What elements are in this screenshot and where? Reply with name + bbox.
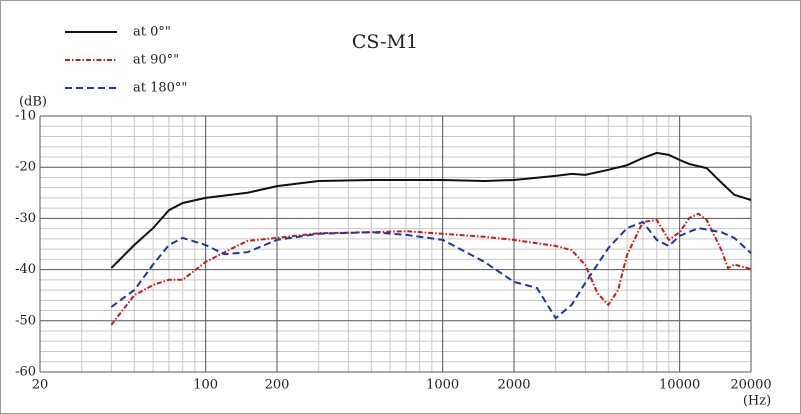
series-line [110, 220, 752, 320]
x-tick-label: 20 [32, 378, 49, 393]
y-tick-label: -10 [15, 109, 36, 124]
legend-label: at 0°" [133, 25, 171, 40]
y-tick-label: -20 [15, 160, 36, 175]
x-tick-label: 100 [193, 378, 218, 393]
series-line [110, 151, 752, 269]
legend-label: at 180°" [133, 81, 187, 96]
series-line [110, 212, 752, 326]
x-tick-label: 2000 [497, 378, 530, 393]
y-axis-label: (dB) [19, 95, 47, 110]
chart-title: CS-M1 [352, 31, 418, 53]
y-tick-label: -60 [15, 365, 36, 380]
y-tick-label: -40 [15, 262, 36, 277]
x-tick-label: 1000 [426, 378, 459, 393]
legend-label: at 90°" [133, 53, 179, 68]
x-tick-label: 10000 [659, 378, 700, 393]
x-tick-label: 200 [265, 378, 290, 393]
x-tick-label: 20000 [730, 378, 771, 393]
x-axis-label: (Hz) [743, 394, 771, 409]
y-tick-label: -30 [15, 211, 36, 226]
y-tick-label: -50 [15, 313, 36, 328]
